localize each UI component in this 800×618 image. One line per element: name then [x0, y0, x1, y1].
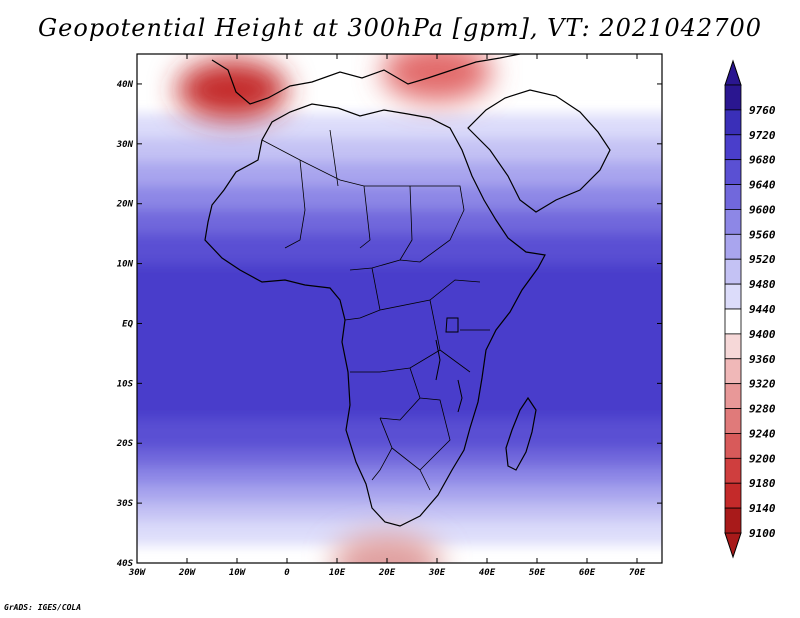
europe-coastline [211, 54, 521, 105]
lat-tick-label: 10N [117, 260, 134, 270]
field-bands [137, 113, 662, 546]
lat-tick-label: 40N [117, 80, 134, 90]
colorbar-swatch-9720 [724, 109, 742, 136]
lon-tick-label: 30E [428, 568, 446, 578]
colorbar-label: 9720 [749, 129, 776, 142]
colorbar-swatch-9400 [724, 308, 742, 335]
colorbar-swatch-9600 [724, 184, 742, 210]
southern-trough [332, 533, 442, 563]
colorbar-label: 9240 [749, 427, 776, 440]
plot-frame [136, 53, 663, 564]
colorbar-swatch-9480 [724, 258, 742, 285]
colorbar-label: 9480 [749, 278, 776, 291]
colorbar-label: 9680 [749, 154, 776, 167]
geopotential-field [137, 54, 662, 563]
lat-tick-label: 30S [116, 499, 134, 509]
colorbar-swatch-9440 [724, 283, 742, 310]
field-band-9680 [137, 263, 662, 420]
colorbar-label: 9360 [749, 353, 776, 366]
colorbar-label: 9200 [749, 452, 776, 465]
colorbar-label: 9320 [749, 378, 776, 391]
colorbar-swatch-9360 [724, 333, 742, 360]
lat-tick-label: 30N [116, 140, 134, 150]
lon-tick-label: 10E [329, 568, 346, 578]
colorbar-label: 9640 [749, 179, 776, 192]
colorbar-swatch-9200 [724, 433, 742, 459]
colorbar-swatch-9320 [724, 358, 742, 385]
lat-tick-label: 20S [116, 439, 134, 449]
lon-tick-label: 20W [178, 568, 197, 578]
arabia-coastline [467, 89, 611, 213]
colorbar: 9760 9720 9680 9640 9600 9560 9520 9480 9440 9400… [724, 59, 776, 559]
coastlines [204, 54, 611, 527]
lon-tick-label: 70E [629, 568, 646, 578]
colorbar-max-arrow [724, 59, 742, 86]
colorbar-label: 9280 [749, 403, 776, 416]
lat-tick-label: EQ [122, 319, 133, 329]
colorbar-swatch-9560 [724, 209, 742, 235]
lake-malawi [457, 379, 463, 413]
colorbar-swatch-9680 [724, 134, 742, 161]
lon-tick-label: 60E [579, 568, 596, 578]
africa-coastline [204, 103, 546, 527]
colorbar-swatch-9760 [724, 84, 742, 111]
axes: 30W 20W 10W 0 10E 20E 30E 40E 50E 60E 70E 40N 30N 20N… [116, 54, 662, 578]
colorbar-label: 9180 [749, 477, 776, 490]
lon-tick-label: 30W [128, 568, 147, 578]
lat-tick-label: 20N [116, 200, 134, 210]
lat-tick-label: 40S [117, 559, 134, 569]
colorbar-min-arrow [724, 532, 742, 559]
colorbar-label: 9440 [749, 303, 776, 316]
iberia-low [177, 59, 287, 120]
colorbar-swatch-9180 [724, 457, 742, 484]
colorbar-swatch-9140 [724, 482, 742, 509]
colorbar-label: 9560 [749, 228, 776, 241]
colorbar-swatch-9280 [724, 383, 742, 409]
map-title: Geopotential Height at 300hPa [gpm], VT:… [38, 14, 762, 42]
lon-tick-label: 20E [378, 568, 396, 578]
country-borders [261, 129, 490, 491]
colorbar-label: 9600 [749, 203, 776, 216]
colorbar-swatch-9240 [724, 408, 742, 434]
lake-tanganyika [435, 339, 441, 381]
colorbar-label: 9140 [749, 502, 776, 515]
lon-tick-label: 0 [284, 568, 290, 578]
lon-tick-label: 50E [529, 568, 546, 578]
colorbar-swatch-9520 [724, 233, 742, 260]
colorbar-label: 9100 [749, 527, 776, 540]
lon-tick-label: 40E [479, 568, 496, 578]
colorbar-swatch-9100 [724, 507, 742, 534]
lon-tick-label: 10W [229, 568, 247, 578]
colorbar-label: 9520 [749, 253, 776, 266]
lake-victoria [445, 317, 459, 333]
colorbar-swatch-9640 [724, 159, 742, 185]
colorbar-label: 9760 [749, 104, 776, 117]
credit-label: GrADS: IGES/COLA [4, 603, 82, 612]
colorbar-label: 9400 [749, 328, 776, 341]
mediterranean-ridge-low [382, 54, 492, 102]
lat-tick-label: 10S [117, 379, 134, 389]
madagascar-coastline [505, 396, 537, 471]
